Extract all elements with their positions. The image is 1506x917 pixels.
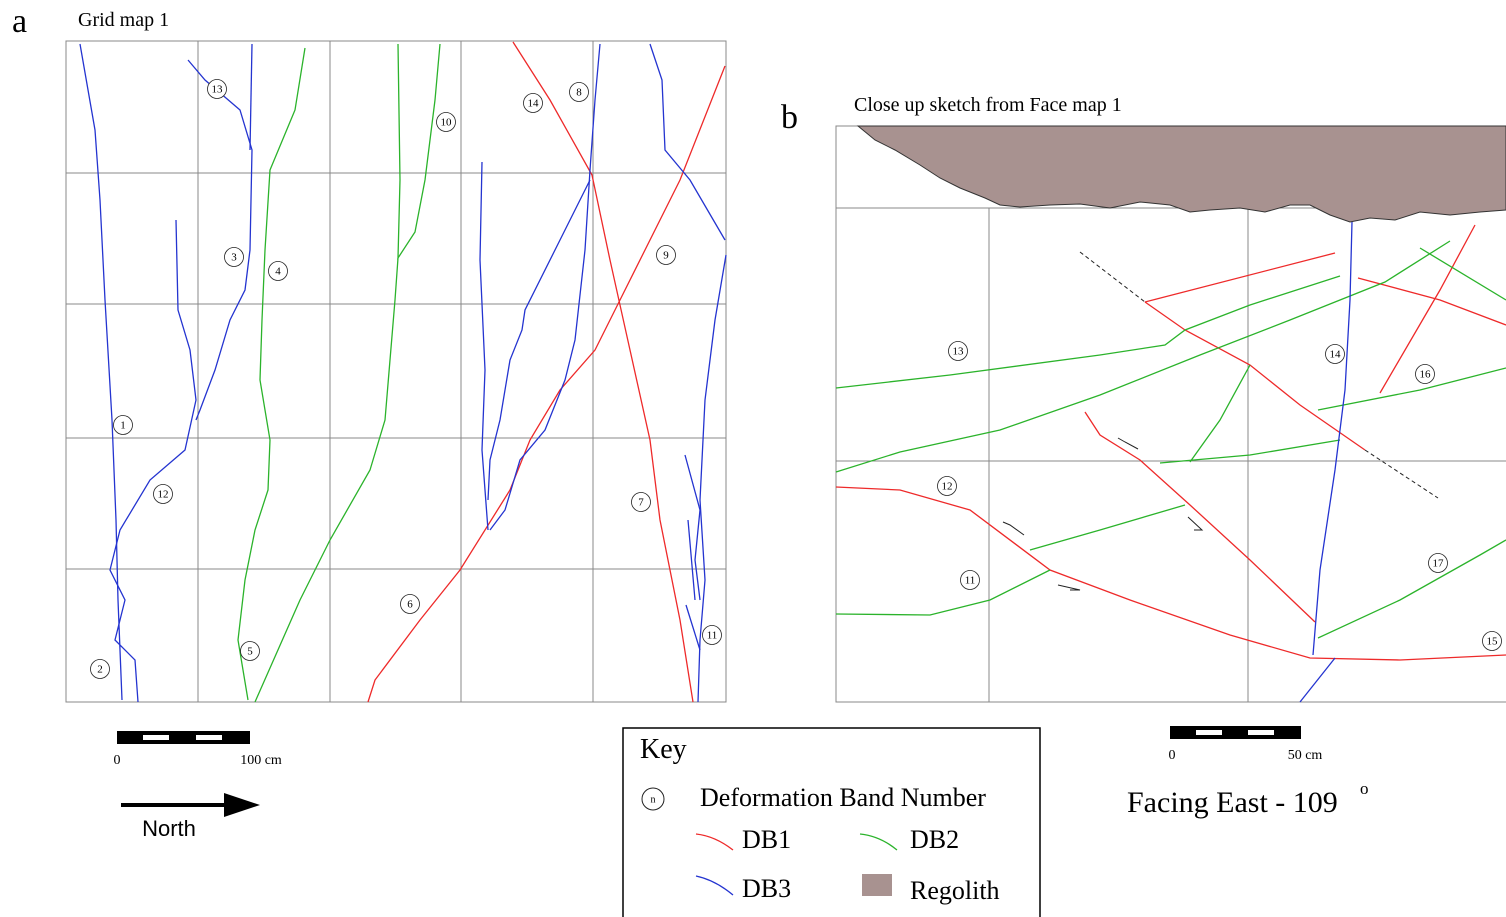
band-label: 7 bbox=[632, 493, 651, 512]
panel-letter: a bbox=[12, 3, 27, 40]
band-label: 10 bbox=[437, 113, 456, 132]
band-label: 13 bbox=[208, 80, 227, 99]
band-label: 1 bbox=[114, 416, 133, 435]
bands-b bbox=[836, 222, 1506, 702]
arrow-label: North bbox=[142, 816, 196, 841]
band-number: 13 bbox=[212, 84, 224, 96]
band-number: 15 bbox=[1487, 636, 1499, 648]
band-labels-a: 13 14 8 10 3 4 9 1 12 7 6 11 5 2 bbox=[91, 80, 722, 679]
band-label: 6 bbox=[401, 595, 420, 614]
band-number: 3 bbox=[231, 252, 237, 264]
band-label: 11 bbox=[703, 626, 722, 645]
band-number: 11 bbox=[965, 575, 976, 587]
band-label: 3 bbox=[225, 248, 244, 267]
band-label: 11 bbox=[961, 571, 980, 590]
band-label: 8 bbox=[570, 83, 589, 102]
key-item: DB3 bbox=[742, 874, 791, 903]
key-title: Key bbox=[640, 734, 687, 765]
band-number: 4 bbox=[275, 266, 281, 278]
band-number: 7 bbox=[638, 497, 644, 509]
key-item: DB2 bbox=[910, 825, 959, 854]
band-number: 17 bbox=[1433, 558, 1445, 570]
band-number: 14 bbox=[1330, 349, 1342, 361]
figure: a Grid map 1 13 14 8 10 3 4 9 1 12 7 6 11 5 2 0 100 c… bbox=[0, 0, 1506, 917]
scale-label: 0 bbox=[1169, 748, 1176, 763]
key-item: Regolith bbox=[910, 876, 1000, 905]
key-symbol: n bbox=[651, 795, 656, 806]
band-number: 12 bbox=[158, 489, 169, 501]
band-number: 13 bbox=[953, 346, 965, 358]
band-number: 14 bbox=[528, 98, 540, 110]
band-label: 14 bbox=[1326, 345, 1345, 364]
band-number: 6 bbox=[407, 599, 413, 611]
band-label: 16 bbox=[1416, 365, 1435, 384]
panel-title: Grid map 1 bbox=[78, 9, 169, 31]
facing-degree: o bbox=[1360, 779, 1369, 798]
band-number: 9 bbox=[663, 250, 669, 262]
panel-letter: b bbox=[781, 99, 798, 136]
scale-label: 100 cm bbox=[240, 753, 282, 768]
band-label: 12 bbox=[154, 485, 173, 504]
band-label: 15 bbox=[1483, 632, 1502, 651]
north-arrow: North bbox=[121, 793, 260, 841]
panel-title: Close up sketch from Face map 1 bbox=[854, 94, 1122, 116]
band-number: 8 bbox=[576, 87, 582, 99]
band-number: 5 bbox=[247, 646, 253, 658]
facing-text: Facing East - 109 bbox=[1127, 786, 1338, 819]
key-item: DB1 bbox=[742, 825, 791, 854]
band-number: 12 bbox=[942, 481, 953, 493]
scale-bar-a: 0 100 cm bbox=[114, 731, 282, 768]
band-number: 10 bbox=[441, 117, 453, 129]
band-labels-b: 13 14 16 12 11 17 15 bbox=[938, 342, 1502, 651]
grid-a bbox=[66, 41, 726, 702]
scale-bar-b: 0 50 cm bbox=[1169, 726, 1323, 763]
band-label: 9 bbox=[657, 246, 676, 265]
scale-label: 50 cm bbox=[1288, 748, 1323, 763]
band-label: 12 bbox=[938, 477, 957, 496]
band-label: 2 bbox=[91, 660, 110, 679]
band-label: 13 bbox=[949, 342, 968, 361]
band-label: 5 bbox=[241, 642, 260, 661]
band-label: 17 bbox=[1429, 554, 1448, 573]
key: Key n Deformation Band Number DB1 DB2 DB… bbox=[623, 728, 1040, 917]
band-number: 1 bbox=[120, 420, 126, 432]
band-number: 2 bbox=[97, 664, 103, 676]
band-label: 4 bbox=[269, 262, 288, 281]
band-label: 14 bbox=[524, 94, 543, 113]
key-item: Deformation Band Number bbox=[700, 783, 986, 812]
band-number: 16 bbox=[1420, 369, 1432, 381]
band-number: 11 bbox=[707, 630, 718, 642]
scale-label: 0 bbox=[114, 753, 121, 768]
